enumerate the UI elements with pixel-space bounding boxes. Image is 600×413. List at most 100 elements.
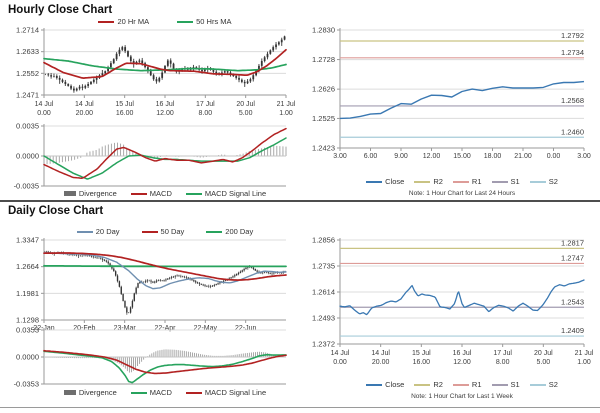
legend-label: R2 [433, 380, 443, 389]
svg-text:1.2568: 1.2568 [561, 96, 584, 105]
r1-line-swatch [452, 383, 469, 386]
legend-item-close: Close [366, 380, 404, 389]
blue-line-swatch [366, 180, 383, 183]
svg-text:1.1298: 1.1298 [16, 316, 39, 325]
svg-text:16 Jul: 16 Jul [453, 350, 472, 357]
svg-text:15 Jul: 15 Jul [412, 350, 431, 357]
svg-text:16.00: 16.00 [413, 359, 431, 366]
svg-text:1.2423: 1.2423 [312, 144, 335, 153]
svg-text:16 Jul: 16 Jul [156, 101, 175, 108]
svg-text:15 Jul: 15 Jul [115, 101, 134, 108]
svg-text:8.00: 8.00 [199, 110, 213, 117]
svg-text:-0.0035: -0.0035 [14, 182, 39, 191]
legend-item-close: Close [366, 177, 404, 186]
legend-item-50hr-ma: 50 Hrs MA [177, 17, 232, 26]
legend-item-s1: S1 [491, 380, 520, 389]
red-line-swatch [141, 230, 158, 233]
svg-text:1.2552: 1.2552 [16, 69, 39, 78]
svg-text:20 Jul: 20 Jul [236, 101, 255, 108]
svg-text:21 Jul: 21 Jul [277, 101, 296, 108]
svg-text:1.1981: 1.1981 [16, 289, 39, 298]
legend-label: S2 [548, 177, 558, 186]
legend-item-20day-ma: 20 Day [76, 227, 120, 236]
divergence-bar-swatch [63, 191, 76, 196]
svg-text:20.00: 20.00 [76, 110, 94, 117]
svg-text:20 Jul: 20 Jul [534, 350, 553, 357]
legend-label: 50 Day [160, 227, 185, 236]
svg-text:18.00: 18.00 [484, 153, 502, 160]
svg-text:20.00: 20.00 [372, 359, 390, 366]
s2-line-swatch [529, 383, 546, 386]
svg-text:14 Jul: 14 Jul [371, 350, 390, 357]
legend-item-macd: MACD [130, 388, 172, 397]
svg-text:22-Jun: 22-Jun [235, 325, 257, 332]
svg-text:1.2633: 1.2633 [16, 47, 39, 56]
svg-text:1.2728: 1.2728 [312, 55, 335, 64]
svg-text:0.00: 0.00 [37, 110, 51, 117]
svg-text:1.2471: 1.2471 [16, 91, 39, 100]
legend-item-macd: MACD [130, 189, 172, 198]
svg-text:15.00: 15.00 [453, 153, 471, 160]
red-line-swatch [130, 192, 147, 195]
legend-label: MACD [149, 189, 172, 198]
svg-text:12.00: 12.00 [156, 110, 174, 117]
legend-label: MACD Signal Line [204, 189, 267, 198]
svg-text:1.2734: 1.2734 [561, 48, 584, 57]
legend-item-r1: R1 [452, 380, 482, 389]
svg-text:21.00: 21.00 [514, 153, 532, 160]
svg-text:22-Apr: 22-Apr [154, 325, 176, 332]
legend-item-s2: S2 [529, 380, 558, 389]
svg-text:1.2460: 1.2460 [561, 127, 584, 136]
legend-label: Close [385, 177, 405, 186]
green-line-swatch [130, 391, 147, 394]
legend-item-r2: R2 [414, 380, 443, 389]
svg-text:1.2626: 1.2626 [312, 85, 335, 94]
weekly-sr-legend: Close R2 R1 S1 S2 [336, 380, 588, 389]
s2-line-swatch [529, 180, 546, 183]
svg-text:17 Jul: 17 Jul [493, 350, 512, 357]
legend-label: R1 [471, 177, 482, 186]
daily-ma-legend: 20 Day 50 Day 200 Day [44, 227, 286, 236]
hourly-section-title: Hourly Close Chart [8, 4, 113, 16]
svg-text:3.00: 3.00 [333, 153, 347, 160]
svg-text:1.2409: 1.2409 [561, 326, 584, 335]
svg-text:0.0035: 0.0035 [16, 122, 39, 131]
svg-text:-0.0353: -0.0353 [14, 380, 39, 389]
r2-line-swatch [414, 180, 431, 183]
svg-text:21 Jul: 21 Jul [575, 350, 594, 357]
hourly-sr-legend: Close R2 R1 S1 S2 [336, 177, 588, 186]
hourly-ma-legend: 20 Hr MA 50 Hrs MA [44, 17, 286, 26]
r1-line-swatch [452, 180, 469, 183]
weekly-sr-note: Note: 1 Hour Chart for Last 1 Week [411, 393, 513, 400]
legend-item-macd-signal: MACD Signal Line [185, 388, 267, 397]
legend-item-200day-ma: 200 Day [206, 227, 253, 236]
svg-text:1.3347: 1.3347 [16, 236, 39, 245]
legend-item-divergence: Divergence [63, 388, 117, 397]
legend-item-r2: R2 [414, 177, 443, 186]
legend-label: S1 [510, 380, 520, 389]
svg-text:12.00: 12.00 [453, 359, 471, 366]
legend-label: R1 [471, 380, 482, 389]
legend-label: MACD [149, 388, 172, 397]
green-line-swatch [206, 230, 223, 233]
svg-text:1.2372: 1.2372 [312, 340, 335, 349]
blue-line-swatch [76, 230, 93, 233]
svg-text:5.00: 5.00 [537, 359, 551, 366]
svg-text:8.00: 8.00 [496, 359, 510, 366]
svg-text:1.2735: 1.2735 [312, 262, 335, 271]
svg-text:1.2664: 1.2664 [16, 262, 39, 271]
red-line-swatch [98, 20, 115, 23]
svg-text:23-Mar: 23-Mar [114, 325, 137, 332]
section-divider [0, 200, 600, 202]
svg-text:1.00: 1.00 [577, 359, 591, 366]
svg-text:0.00: 0.00 [547, 153, 561, 160]
s1-line-swatch [491, 383, 508, 386]
green-line-swatch [185, 192, 202, 195]
legend-label: MACD Signal Line [204, 388, 267, 397]
legend-label: Close [385, 380, 405, 389]
legend-label: S1 [510, 177, 520, 186]
legend-label: Divergence [78, 189, 117, 198]
legend-item-20hr-ma: 20 Hr MA [98, 17, 149, 26]
